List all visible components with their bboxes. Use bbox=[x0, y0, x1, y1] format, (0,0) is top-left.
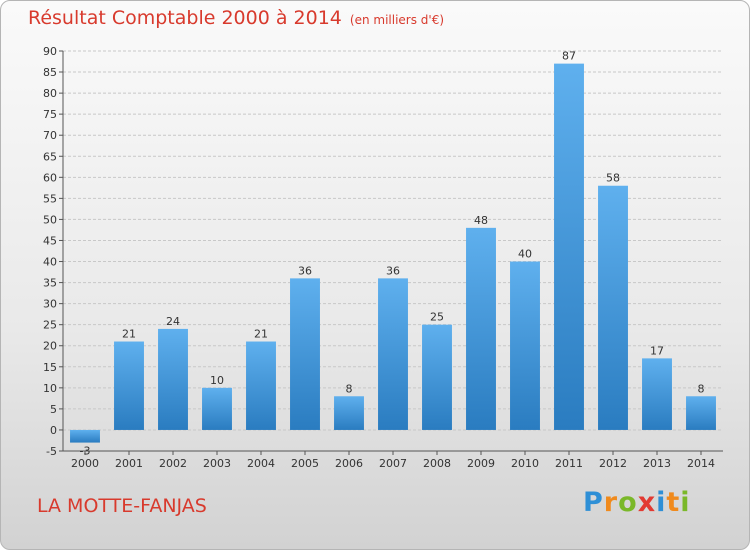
y-axis-ticks: -5 0 5 10 15 20 25 30 35 40 45 50 55 60 65 70 75 80 85 90 bbox=[43, 45, 63, 458]
value-label-2004: 21 bbox=[254, 328, 268, 341]
value-label-2000: -3 bbox=[80, 445, 91, 458]
y-tick-label: -5 bbox=[46, 445, 57, 458]
bar-2007 bbox=[378, 278, 408, 430]
bar-2008 bbox=[422, 324, 452, 430]
x-tick-label-2007: 2007 bbox=[379, 457, 407, 470]
bar-2005 bbox=[290, 278, 320, 430]
x-tick-label-2012: 2012 bbox=[599, 457, 627, 470]
logo-letter: t bbox=[666, 487, 681, 518]
chart-title: Résultat Comptable 2000 à 2014 (en millie… bbox=[28, 7, 444, 29]
logo-letter: x bbox=[637, 487, 657, 518]
y-tick-label: 55 bbox=[43, 192, 57, 205]
logo-letter: o bbox=[618, 487, 638, 518]
proxiti-logo: Proxiti bbox=[583, 487, 691, 518]
value-label-2009: 48 bbox=[474, 214, 488, 227]
y-tick-label: 45 bbox=[43, 234, 57, 247]
bar-2002 bbox=[158, 328, 188, 430]
chart-subtitle: (en milliers d'€) bbox=[349, 13, 445, 27]
y-tick-label: 5 bbox=[50, 403, 57, 416]
x-tick-label-2003: 2003 bbox=[203, 457, 231, 470]
bar-2004 bbox=[246, 341, 276, 430]
bar-2001 bbox=[114, 341, 144, 430]
x-tick-label-2004: 2004 bbox=[247, 457, 275, 470]
chart-title-text: Résultat Comptable 2000 à 2014 bbox=[28, 7, 342, 29]
value-label-2008: 25 bbox=[430, 311, 444, 324]
y-tick-label: 50 bbox=[43, 213, 57, 226]
value-label-2010: 40 bbox=[518, 248, 532, 261]
value-label-2006: 8 bbox=[346, 382, 353, 395]
x-tick-label-2001: 2001 bbox=[115, 457, 143, 470]
bar-2009 bbox=[466, 227, 496, 430]
x-tick-label-2011: 2011 bbox=[555, 457, 583, 470]
bar-2011 bbox=[554, 63, 584, 430]
value-label-2002: 24 bbox=[166, 315, 180, 328]
y-tick-label: 70 bbox=[43, 129, 57, 142]
bar-2012 bbox=[598, 185, 628, 430]
y-tick-label: 0 bbox=[50, 424, 57, 437]
y-tick-label: 65 bbox=[43, 150, 57, 163]
value-label-2014: 8 bbox=[698, 382, 705, 395]
x-tick-label-2002: 2002 bbox=[159, 457, 187, 470]
logo-letter: i bbox=[680, 487, 691, 518]
y-tick-label: 30 bbox=[43, 298, 57, 311]
y-tick-label: 80 bbox=[43, 87, 57, 100]
y-tick-label: 25 bbox=[43, 319, 57, 332]
y-tick-label: 15 bbox=[43, 361, 57, 374]
logo-letter: P bbox=[583, 487, 604, 518]
bars bbox=[70, 63, 716, 443]
value-label-2003: 10 bbox=[210, 374, 224, 387]
y-tick-label: 40 bbox=[43, 256, 57, 269]
x-axis-ticks: 2000 2001 2002 2003 2004 2005 2006 2007 2008 2009… bbox=[71, 451, 715, 470]
y-tick-label: 10 bbox=[43, 382, 57, 395]
y-tick-label: 90 bbox=[43, 45, 57, 58]
x-tick-label-2005: 2005 bbox=[291, 457, 319, 470]
value-label-2013: 17 bbox=[650, 344, 664, 357]
y-tick-label: 35 bbox=[43, 277, 57, 290]
bar-2006 bbox=[334, 396, 364, 430]
x-tick-label-2008: 2008 bbox=[423, 457, 451, 470]
y-tick-label: 85 bbox=[43, 66, 57, 79]
y-tick-label: 20 bbox=[43, 340, 57, 353]
value-label-2011: 87 bbox=[562, 50, 576, 63]
x-tick-label-2009: 2009 bbox=[467, 457, 495, 470]
town-name: LA MOTTE-FANJAS bbox=[37, 495, 207, 517]
logo-letter: i bbox=[656, 487, 667, 518]
bar-2000 bbox=[70, 429, 100, 443]
bar-2003 bbox=[202, 387, 232, 430]
x-tick-label-2010: 2010 bbox=[511, 457, 539, 470]
value-label-2012: 58 bbox=[606, 172, 620, 185]
value-label-2005: 36 bbox=[298, 264, 312, 277]
value-label-2007: 36 bbox=[386, 264, 400, 277]
bar-2010 bbox=[510, 261, 540, 430]
x-tick-label-2013: 2013 bbox=[643, 457, 671, 470]
y-tick-label: 75 bbox=[43, 108, 57, 121]
x-tick-label-2014: 2014 bbox=[687, 457, 715, 470]
value-labels: -3 21 24 10 21 36 8 36 25 48 40 87 58 17 8 bbox=[80, 50, 705, 458]
x-tick-label-2000: 2000 bbox=[71, 457, 99, 470]
bar-2013 bbox=[642, 358, 672, 430]
value-label-2001: 21 bbox=[122, 328, 136, 341]
x-tick-label-2006: 2006 bbox=[335, 457, 363, 470]
logo-letter: r bbox=[603, 487, 619, 518]
y-tick-label: 60 bbox=[43, 171, 57, 184]
bar-2014 bbox=[686, 396, 716, 430]
